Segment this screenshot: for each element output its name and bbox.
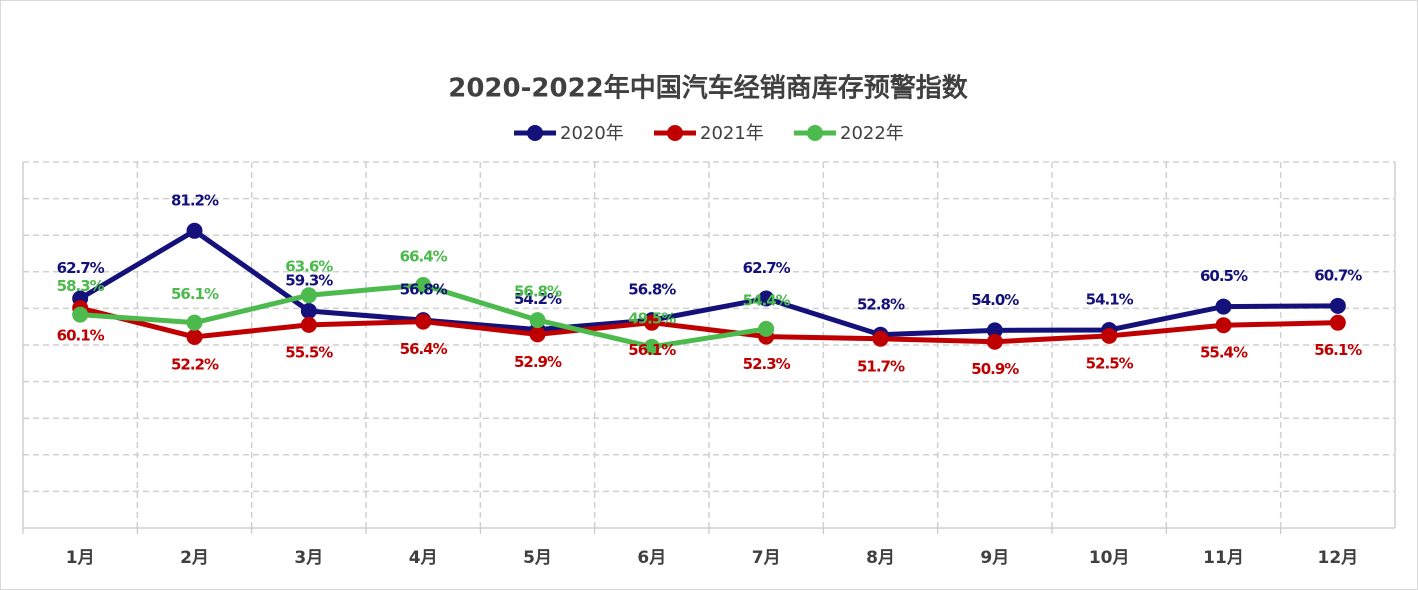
- data-label: 56.8%: [400, 281, 448, 299]
- data-label: 52.2%: [171, 355, 219, 373]
- data-point: [300, 287, 317, 304]
- data-point: [1101, 327, 1118, 344]
- data-point: [1215, 317, 1232, 334]
- data-label: 56.8%: [628, 281, 676, 299]
- legend-marker: [807, 125, 823, 141]
- data-point: [1329, 314, 1346, 331]
- data-label: 63.6%: [285, 258, 333, 276]
- data-point: [186, 328, 203, 345]
- data-point: [415, 313, 432, 330]
- data-label: 62.7%: [57, 259, 105, 277]
- data-label: 62.7%: [743, 259, 791, 277]
- data-label: 55.4%: [1200, 344, 1248, 362]
- data-label: 55.5%: [285, 343, 333, 361]
- data-label: 60.7%: [1314, 266, 1362, 284]
- data-point: [529, 312, 546, 329]
- data-label: 49.5%: [628, 309, 676, 327]
- data-point: [643, 338, 660, 355]
- data-label: 58.3%: [57, 277, 105, 295]
- legend-label: 2020年: [560, 123, 624, 144]
- data-label: 54.4%: [743, 291, 791, 309]
- x-tick-label: 2月: [180, 548, 209, 568]
- x-tick-label: 3月: [294, 548, 323, 568]
- data-label: 54.0%: [971, 291, 1019, 309]
- x-tick-label: 11月: [1203, 548, 1244, 568]
- data-point: [1329, 297, 1346, 314]
- series-line: [79, 305, 1338, 345]
- data-label: 59.3%: [285, 271, 333, 289]
- data-label: 52.8%: [857, 295, 905, 313]
- x-tick-label: 9月: [980, 548, 1009, 568]
- data-label: 60.1%: [57, 327, 105, 345]
- data-point: [72, 306, 89, 323]
- data-point: [758, 320, 775, 337]
- data-point: [415, 276, 432, 293]
- data-point: [986, 322, 1003, 339]
- data-point: [643, 314, 660, 331]
- data-label: 56.1%: [628, 341, 676, 359]
- data-label: 60.5%: [1200, 267, 1248, 285]
- data-label: 52.3%: [743, 355, 791, 373]
- data-label: 56.4%: [400, 340, 448, 358]
- data-point: [186, 314, 203, 331]
- data-label: 50.9%: [971, 360, 1019, 378]
- data-point: [986, 333, 1003, 350]
- data-label: 56.1%: [1314, 341, 1362, 359]
- x-tick-label: 12月: [1317, 548, 1358, 568]
- data-label: 54.1%: [1086, 290, 1134, 308]
- legend-marker: [527, 125, 543, 141]
- legend-label: 2022年: [840, 123, 904, 144]
- data-label: 56.8%: [514, 283, 562, 301]
- x-tick-label: 5月: [523, 548, 552, 568]
- data-label: 52.9%: [514, 353, 562, 371]
- data-point: [758, 290, 775, 307]
- legend-marker: [667, 125, 683, 141]
- data-point: [186, 222, 203, 239]
- data-label: 66.4%: [400, 247, 448, 265]
- data-point: [300, 302, 317, 319]
- data-label: 51.7%: [857, 357, 905, 375]
- data-point: [1215, 298, 1232, 315]
- data-label: 52.5%: [1086, 354, 1134, 372]
- data-point: [872, 330, 889, 347]
- data-point: [529, 326, 546, 343]
- legend-label: 2021年: [700, 123, 764, 144]
- data-label: 56.1%: [171, 285, 219, 303]
- x-tick-label: 6月: [637, 548, 666, 568]
- x-tick-label: 1月: [66, 548, 95, 568]
- x-tick-label: 10月: [1089, 548, 1130, 568]
- data-label: 54.2%: [514, 290, 562, 308]
- x-tick-label: 7月: [752, 548, 781, 568]
- x-tick-label: 8月: [866, 548, 895, 568]
- data-label: 81.2%: [171, 191, 219, 209]
- data-point: [300, 316, 317, 333]
- chart-title: 2020-2022年中国汽车经销商库存预警指数: [448, 73, 969, 104]
- x-tick-label: 4月: [409, 548, 438, 568]
